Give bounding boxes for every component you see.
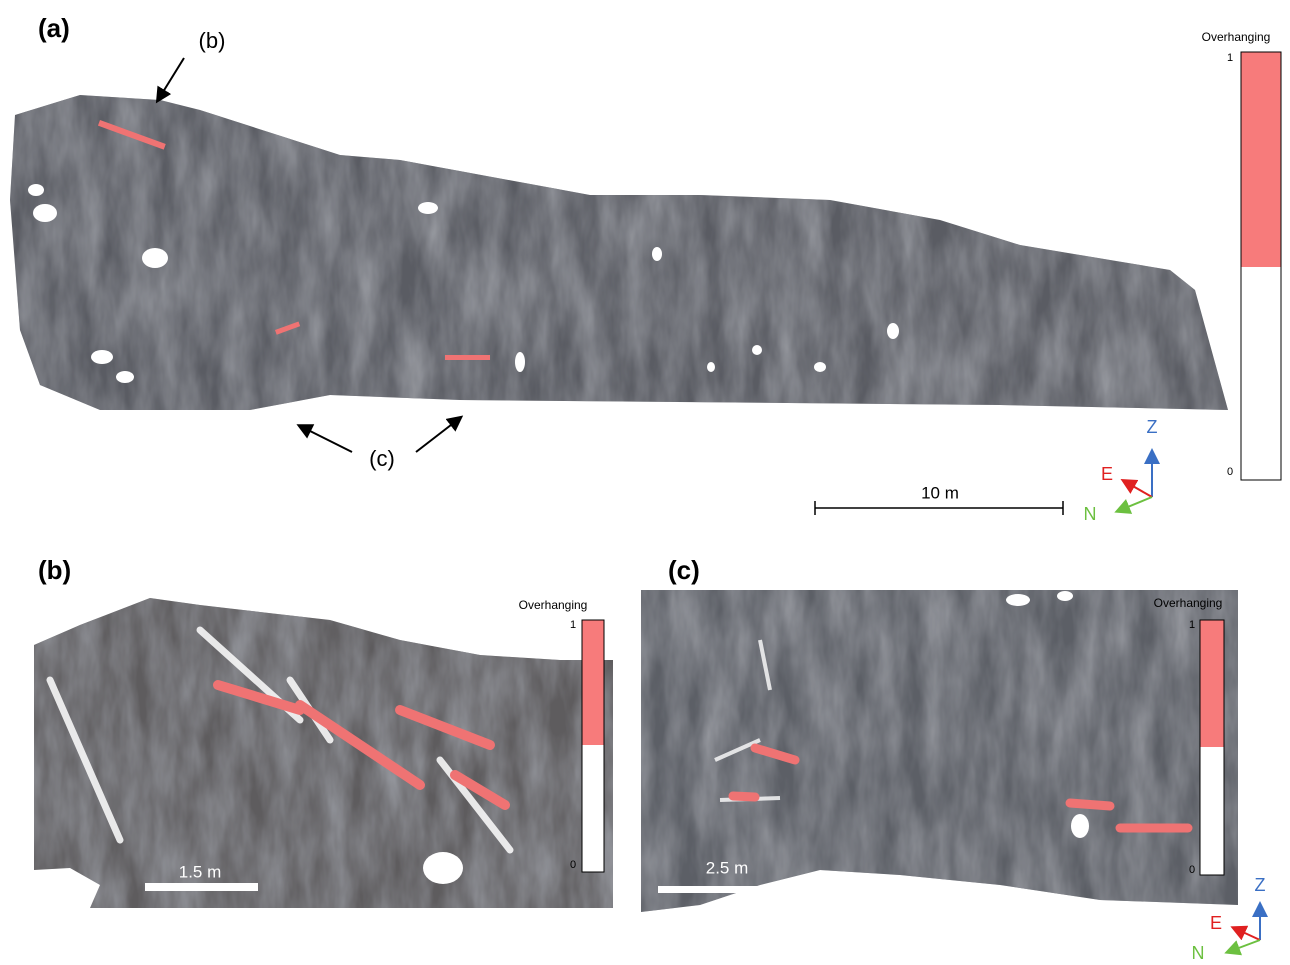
colorbar-min: 0 [1227,466,1233,478]
arrow [158,58,184,100]
panel-b: (b) 1.5 m Overhanging 1 0 [34,555,613,908]
scale-bar [658,886,770,893]
scale-label: 1.5 m [179,862,222,881]
colorbar-high [1241,52,1281,267]
axis-label: N [1084,504,1097,524]
colorbar-high [1200,620,1224,747]
scale-bar [815,501,1063,515]
colorbar-max: 1 [570,619,576,631]
axis-e [1124,481,1152,497]
axis-label: E [1101,464,1113,484]
panel-a: (a) (b) (c) Overhanging 1 0 10 m Z [10,13,1281,524]
colorbar-min: 0 [570,859,576,871]
colorbar-min: 0 [1189,864,1195,876]
colorbar-title: Overhanging [1202,30,1271,44]
figure: (a) (b) (c) Overhanging 1 0 10 m Z [0,0,1290,965]
scale-label: 2.5 m [706,858,749,877]
rock-texture [34,598,613,908]
colorbar-high [582,620,604,745]
callout: (c) [369,446,395,471]
axis-n [1118,497,1152,511]
callout: (b) [199,28,226,53]
arrow [300,426,352,452]
axis-label: Z [1147,417,1158,437]
axis-label: Z [1255,875,1266,895]
panel-label: (a) [38,13,70,43]
scale-bar [145,883,258,891]
scale-label: 10 m [921,483,959,502]
rock-texture [10,95,1228,410]
arrow [416,418,460,452]
panel-label: (c) [668,555,700,585]
colorbar-title: Overhanging [1154,596,1223,610]
gap [423,852,463,884]
colorbar-max: 1 [1227,52,1233,64]
axis-label: N [1192,943,1205,963]
axis-label: E [1210,913,1222,933]
colorbar-max: 1 [1189,619,1195,631]
axis-n [1228,940,1260,952]
axis-e [1234,928,1260,940]
panel-c: (c) 2.5 m Overhanging 1 0 Z E N [641,555,1266,963]
colorbar-title: Overhanging [519,598,588,612]
panel-label: (b) [38,555,71,585]
